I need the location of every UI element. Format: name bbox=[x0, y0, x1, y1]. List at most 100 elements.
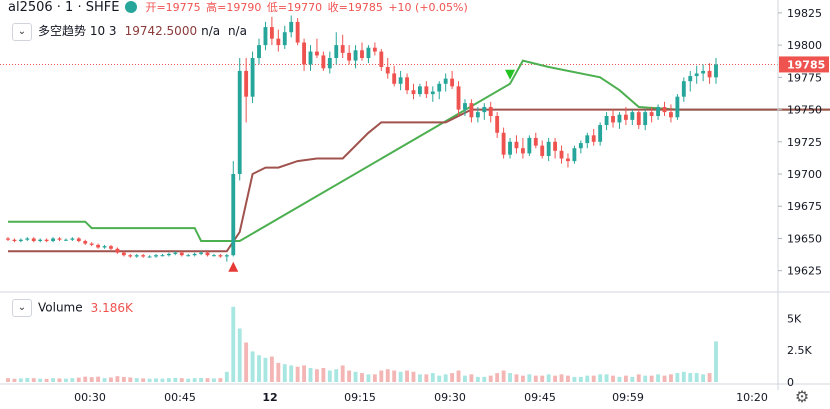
volume-bar bbox=[681, 371, 686, 382]
volume-bar bbox=[430, 373, 435, 382]
volume-bar bbox=[340, 365, 345, 382]
price-tick-label: 19800 bbox=[787, 39, 822, 52]
volume-bar bbox=[508, 373, 512, 382]
volume-bar bbox=[443, 374, 448, 382]
volume-bar bbox=[450, 373, 455, 382]
candle-body bbox=[115, 248, 120, 253]
volume-bar bbox=[456, 370, 461, 382]
volume-bar bbox=[134, 378, 139, 382]
candle-body bbox=[212, 255, 216, 257]
volume-bar bbox=[282, 364, 287, 382]
volume-bar bbox=[585, 375, 590, 382]
price-tick-label: 19700 bbox=[787, 168, 822, 181]
high-value: 高=19790 bbox=[206, 1, 262, 14]
volume-pane bbox=[6, 306, 718, 382]
volume-bar bbox=[540, 375, 545, 382]
volume-bar bbox=[109, 377, 113, 382]
candle-body bbox=[527, 137, 532, 154]
candle-body bbox=[553, 141, 558, 151]
candle-body bbox=[475, 112, 480, 118]
candle-body bbox=[173, 252, 178, 254]
candle-body bbox=[450, 78, 455, 87]
volume-bar bbox=[289, 365, 294, 382]
last-price-label: 19785 bbox=[787, 58, 825, 71]
candle-body bbox=[192, 253, 197, 256]
candle-body bbox=[276, 38, 281, 46]
volume-bar bbox=[250, 351, 255, 382]
time-axis: 00:30 00:45 12 09:15 09:30 09:45 09:59 10:20 bbox=[74, 391, 768, 404]
candle-body bbox=[694, 73, 699, 77]
indicator-params: 10 3 bbox=[89, 24, 117, 38]
indicator-na-2: n/a bbox=[227, 24, 247, 38]
volume-bar bbox=[714, 341, 718, 382]
volume-bar bbox=[398, 371, 403, 382]
volume-bar bbox=[302, 365, 307, 382]
volume-bar bbox=[669, 374, 673, 382]
volume-bar bbox=[70, 378, 75, 382]
volume-bar bbox=[6, 378, 10, 382]
candle-body bbox=[598, 125, 603, 142]
volume-bar bbox=[205, 378, 210, 382]
volume-bar bbox=[520, 375, 525, 382]
time-tick-label: 09:59 bbox=[612, 391, 644, 404]
change-value: +10 (+0.05%) bbox=[388, 1, 468, 14]
volume-bar bbox=[334, 369, 339, 382]
candle-body bbox=[559, 150, 564, 159]
candle-body bbox=[662, 106, 667, 113]
volume-bar bbox=[212, 378, 216, 382]
volume-bar bbox=[701, 374, 706, 382]
volume-bar bbox=[315, 369, 319, 382]
candle-body bbox=[546, 141, 551, 156]
candle-body bbox=[347, 52, 352, 61]
volume-bar bbox=[527, 374, 532, 382]
volume-bar bbox=[533, 375, 538, 382]
candle-body bbox=[166, 253, 171, 256]
candle-body bbox=[437, 83, 442, 92]
candle-body bbox=[224, 255, 229, 257]
candle-body bbox=[495, 116, 500, 133]
chevron-down-icon[interactable]: ⌄ bbox=[12, 299, 32, 317]
candle-body bbox=[179, 252, 184, 256]
candle-body bbox=[147, 256, 152, 258]
price-tick-label: 19625 bbox=[787, 265, 822, 278]
candle-body bbox=[89, 243, 94, 245]
candle-body bbox=[501, 132, 506, 155]
chevron-down-icon[interactable]: ⌄ bbox=[12, 22, 32, 41]
time-tick-label: 00:30 bbox=[74, 391, 106, 404]
volume-bar bbox=[611, 375, 615, 382]
volume-bar bbox=[360, 373, 364, 382]
volume-bar bbox=[694, 373, 699, 382]
candle-body bbox=[282, 32, 287, 46]
candle-body bbox=[566, 158, 570, 162]
volume-bar bbox=[257, 355, 261, 382]
volume-bar bbox=[154, 378, 158, 382]
candle-body bbox=[578, 143, 583, 149]
candle-body bbox=[44, 239, 49, 242]
candle-body bbox=[340, 45, 345, 53]
volume-value: 3.186K bbox=[90, 300, 133, 315]
candle-body bbox=[688, 76, 693, 82]
open-value: 开=19775 bbox=[145, 1, 201, 14]
candle-body bbox=[38, 239, 43, 242]
volume-bar bbox=[25, 377, 30, 382]
candle-body bbox=[533, 137, 538, 146]
volume-bar bbox=[469, 374, 474, 382]
candle-body bbox=[302, 42, 307, 65]
candle-body bbox=[656, 106, 661, 116]
candle-body bbox=[456, 86, 461, 110]
volume-bar bbox=[263, 357, 268, 382]
bear-trend-line bbox=[8, 108, 830, 253]
candle-body bbox=[353, 50, 358, 61]
indicator-name: 多空趋势 bbox=[38, 24, 87, 38]
gear-icon[interactable]: ⚙ bbox=[794, 387, 810, 406]
volume-bar bbox=[12, 378, 17, 382]
candle-body bbox=[630, 112, 635, 120]
volume-bar bbox=[591, 375, 596, 382]
candle-body bbox=[205, 252, 210, 256]
price-tick-label: 19675 bbox=[787, 200, 822, 213]
candle-body bbox=[128, 255, 133, 257]
volume-bar bbox=[656, 374, 661, 382]
candle-body bbox=[591, 135, 596, 142]
volume-bar bbox=[463, 375, 467, 382]
volume-bar bbox=[63, 378, 68, 382]
